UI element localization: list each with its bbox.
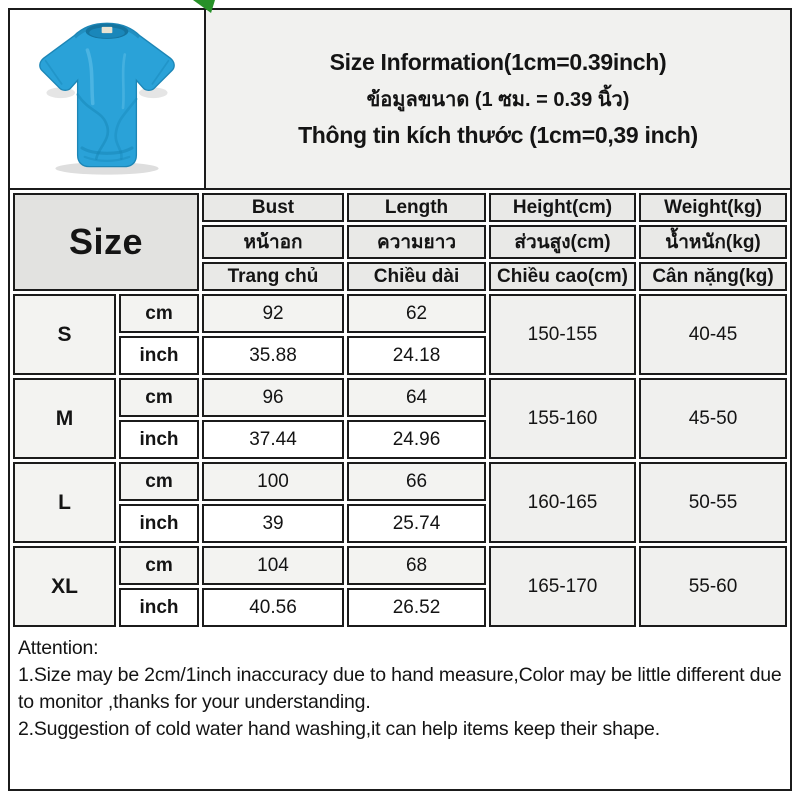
attention-line-2: 2.Suggestion of cold water hand washing,… xyxy=(18,717,660,740)
cell-xl-length-cm: 68 xyxy=(347,546,487,585)
cell-l-height: 160-165 xyxy=(489,462,637,543)
cell-s-length-cm: 62 xyxy=(347,294,487,333)
col-bust-vi: Trang chủ xyxy=(202,262,345,291)
col-weight-vi: Cân nặng(kg) xyxy=(639,262,788,291)
title-english: Size Information(1cm=0.39inch) xyxy=(329,49,667,75)
cell-m-length-inch: 24.96 xyxy=(347,420,487,459)
unit-cm-m: cm xyxy=(119,378,200,417)
cell-s-bust-inch: 35.88 xyxy=(202,336,345,375)
cell-m-height: 155-160 xyxy=(489,378,637,459)
header-band: Size Information(1cm=0.39inch) ข้อมูลขนา… xyxy=(10,10,790,190)
cell-m-bust-cm: 96 xyxy=(202,378,345,417)
unit-inch-xl: inch xyxy=(119,588,200,627)
unit-cm-l: cm xyxy=(119,462,200,501)
cell-s-weight: 40-45 xyxy=(639,294,788,375)
unit-cm-xl: cm xyxy=(119,546,200,585)
attention-notes: Attention: 1.Size may be 2cm/1inch inacc… xyxy=(10,630,790,789)
col-height-vi: Chiều cao(cm) xyxy=(489,262,637,291)
attention-heading: Attention: xyxy=(18,637,99,659)
unit-inch-m: inch xyxy=(119,420,200,459)
size-label-m: M xyxy=(13,378,116,459)
cell-s-length-inch: 24.18 xyxy=(347,336,487,375)
col-weight-th: น้ำหนัก(kg) xyxy=(639,225,788,259)
size-information-title-block: Size Information(1cm=0.39inch) ข้อมูลขนา… xyxy=(206,10,790,188)
cell-xl-bust-inch: 40.56 xyxy=(202,588,345,627)
size-label-xl: XL xyxy=(13,546,116,627)
cell-l-bust-cm: 100 xyxy=(202,462,345,501)
size-header-cell: Size xyxy=(13,193,200,291)
cell-xl-bust-cm: 104 xyxy=(202,546,345,585)
title-thai: ข้อมูลขนาด (1 ซม. = 0.39 นิ้ว) xyxy=(366,89,630,111)
cell-m-bust-inch: 37.44 xyxy=(202,420,345,459)
cell-l-bust-inch: 39 xyxy=(202,504,345,543)
cell-s-bust-cm: 92 xyxy=(202,294,345,333)
col-bust-en: Bust xyxy=(202,193,345,222)
cell-l-length-inch: 25.74 xyxy=(347,504,487,543)
col-bust-th: หน้าอก xyxy=(202,225,345,259)
tshirt-image xyxy=(39,22,175,175)
col-height-en: Height(cm) xyxy=(489,193,637,222)
col-length-vi: Chiều dài xyxy=(347,262,487,291)
col-length-th: ความยาว xyxy=(347,225,487,259)
cell-xl-height: 165-170 xyxy=(489,546,637,627)
size-label-s: S xyxy=(13,294,116,375)
cell-m-length-cm: 64 xyxy=(347,378,487,417)
size-chart-panel: Size Information(1cm=0.39inch) ข้อมูลขนา… xyxy=(8,8,792,791)
unit-cm-s: cm xyxy=(119,294,200,333)
attention-line-1: 1.Size may be 2cm/1inch inaccuracy due t… xyxy=(18,663,782,713)
size-table: Size Bust Length Height(cm) Weight(kg) ห… xyxy=(10,190,791,630)
unit-inch-l: inch xyxy=(119,504,200,543)
cell-l-weight: 50-55 xyxy=(639,462,788,543)
col-length-en: Length xyxy=(347,193,487,222)
cell-l-length-cm: 66 xyxy=(347,462,487,501)
col-height-th: ส่วนสูง(cm) xyxy=(489,225,637,259)
unit-inch-s: inch xyxy=(119,336,200,375)
cell-s-height: 150-155 xyxy=(489,294,637,375)
cell-xl-length-inch: 26.52 xyxy=(347,588,487,627)
col-weight-en: Weight(kg) xyxy=(639,193,788,222)
title-vietnamese: Thông tin kích thước (1cm=0,39 inch) xyxy=(298,122,698,148)
product-image-box xyxy=(10,10,206,188)
cell-xl-weight: 55-60 xyxy=(639,546,788,627)
size-label-l: L xyxy=(13,462,116,543)
cell-m-weight: 45-50 xyxy=(639,378,788,459)
